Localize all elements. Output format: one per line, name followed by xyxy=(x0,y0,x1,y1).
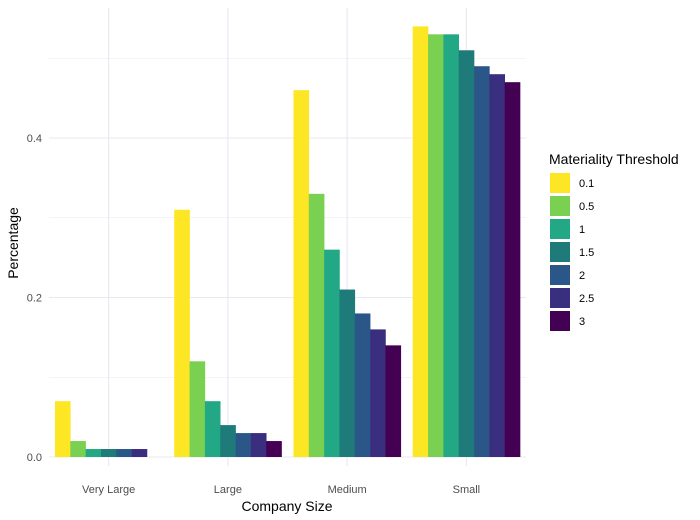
legend-swatch xyxy=(550,265,570,285)
legend-label: 0.5 xyxy=(579,201,594,213)
legend-swatch xyxy=(550,196,570,216)
legend-swatch xyxy=(550,311,570,331)
legend-label: 2 xyxy=(579,270,585,282)
bar xyxy=(474,66,490,457)
legend-swatch xyxy=(550,242,570,262)
y-axis-ticks: 0.0 0.2 0.4 xyxy=(27,133,42,464)
y-axis-title: Percentage xyxy=(5,207,21,279)
bar xyxy=(412,26,429,457)
x-tick-label: Large xyxy=(214,484,242,496)
bar xyxy=(443,34,460,457)
bar xyxy=(174,209,190,457)
legend-swatch xyxy=(550,173,570,193)
y-tick-label: 0.4 xyxy=(27,133,42,145)
bar xyxy=(204,401,221,457)
x-tick-label: Small xyxy=(453,484,481,496)
legend-title: Materiality Threshold xyxy=(549,151,679,167)
bar xyxy=(54,401,71,457)
bar xyxy=(220,425,236,457)
legend: Materiality Threshold 0.1 0.5 1 1.5 2 2.5 3 xyxy=(549,151,679,331)
bar xyxy=(293,90,310,458)
bar xyxy=(370,329,386,457)
legend-label: 1 xyxy=(579,224,585,236)
bar xyxy=(428,34,444,457)
bars xyxy=(54,26,521,458)
bar xyxy=(339,289,356,457)
bar xyxy=(354,313,371,457)
bar xyxy=(100,449,117,457)
legend-label: 2.5 xyxy=(579,293,594,305)
legend-label: 1.5 xyxy=(579,247,594,259)
y-tick-label: 0.0 xyxy=(27,452,42,464)
legend-swatch xyxy=(550,288,570,308)
bar xyxy=(250,433,267,457)
bar xyxy=(85,449,102,457)
bar xyxy=(266,441,282,457)
bar xyxy=(504,82,521,458)
x-axis-title: Company Size xyxy=(241,498,332,514)
x-tick-label: Very Large xyxy=(82,484,135,496)
bar xyxy=(308,193,325,457)
bar xyxy=(489,74,506,457)
bar xyxy=(385,345,402,457)
x-axis-ticks: Very Large Large Medium Small xyxy=(82,484,480,496)
y-tick-label: 0.2 xyxy=(27,293,42,305)
bar xyxy=(458,50,475,458)
bar xyxy=(324,249,340,457)
legend-label: 0.1 xyxy=(579,178,594,190)
bar xyxy=(116,449,132,457)
legend-label: 3 xyxy=(579,316,585,328)
x-tick-label: Medium xyxy=(328,484,367,496)
legend-swatch xyxy=(550,219,570,239)
bar xyxy=(235,433,252,457)
bar xyxy=(131,449,148,457)
bar xyxy=(189,361,206,457)
bar xyxy=(70,441,86,457)
